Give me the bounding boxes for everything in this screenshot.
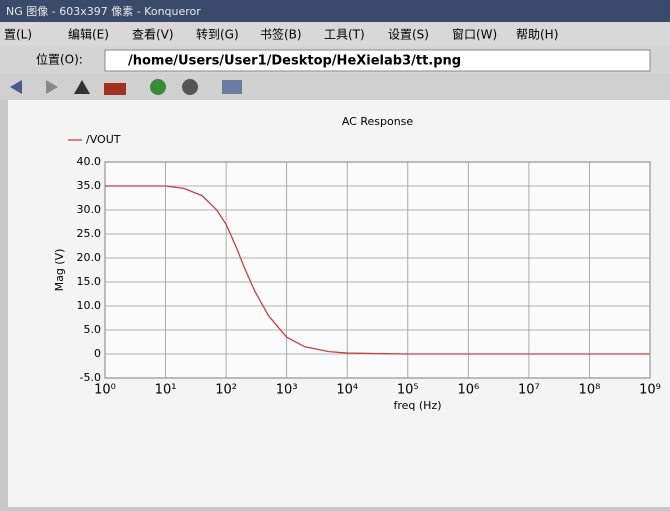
x-tick-label: 10⁰: [94, 383, 116, 398]
y-tick-label: 25.0: [77, 227, 102, 240]
window-title: NG 图像 - 603x397 像素 - Konqueror: [6, 5, 201, 18]
stop-button[interactable]: [182, 79, 198, 95]
y-tick-label: 10.0: [77, 299, 102, 312]
legend-label: /VOUT: [86, 133, 121, 146]
x-tick-label: 10⁵: [397, 383, 419, 398]
reload-button[interactable]: [150, 79, 166, 95]
x-tick-label: 10⁹: [639, 383, 661, 398]
print-button[interactable]: [222, 80, 242, 94]
menu-item[interactable]: 置(L): [4, 28, 32, 42]
x-tick-label: 10⁸: [579, 383, 601, 398]
menu-item[interactable]: 帮助(H): [516, 28, 558, 42]
menu-item[interactable]: 书签(B): [260, 27, 302, 42]
x-axis-label: freq (Hz): [393, 399, 441, 412]
screen: NG 图像 - 603x397 像素 - Konqueror 置(L) 编辑(E)…: [0, 0, 670, 507]
location-label: 位置(O):: [36, 52, 83, 67]
x-tick-label: 10¹: [155, 383, 177, 398]
menu-item[interactable]: 编辑(E): [68, 27, 109, 42]
x-tick-label: 10³: [276, 383, 298, 398]
menu-item[interactable]: 转到(G): [196, 27, 239, 42]
menu-item[interactable]: 工具(T): [324, 28, 365, 42]
plot-area: [105, 162, 650, 378]
y-tick-label: 0: [94, 347, 101, 360]
menu-item[interactable]: 窗口(W): [452, 28, 497, 42]
x-tick-label: 10⁶: [457, 383, 479, 398]
menu: 置(L) 编辑(E) 查看(V) 转到(G) 书签(B) 工具(T) 设置(S) 窗口(W) 帮…: [4, 27, 558, 42]
menu-item[interactable]: 查看(V): [132, 28, 174, 42]
home-button[interactable]: [104, 83, 126, 95]
menu-item[interactable]: 设置(S): [388, 28, 429, 42]
x-tick-label: 10⁴: [336, 383, 358, 398]
y-tick-label: 35.0: [77, 179, 102, 192]
x-tick-label: 10⁷: [518, 383, 540, 398]
location-text: /home/Users/User1/Desktop/HeXielab3/tt.p…: [128, 54, 461, 69]
y-tick-label: 5.0: [84, 323, 102, 336]
y-tick-label: 40.0: [77, 155, 102, 168]
x-tick-label: 10²: [215, 383, 237, 398]
y-tick-label: 15.0: [77, 275, 102, 288]
y-tick-label: 30.0: [77, 203, 102, 216]
y-tick-label: 20.0: [77, 251, 102, 264]
chart-title: AC Response: [342, 115, 414, 128]
y-axis-label: Mag (V): [53, 249, 66, 292]
toolbar: [0, 74, 670, 100]
